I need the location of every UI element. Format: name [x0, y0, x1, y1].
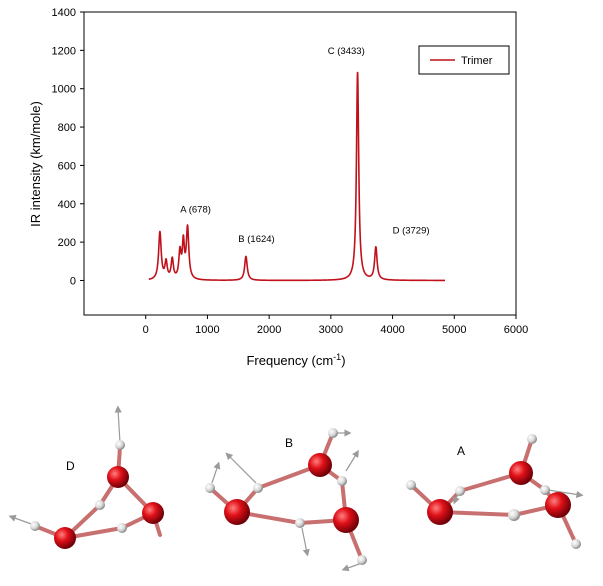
- plot-frame: [83, 11, 517, 316]
- molecule-label-d: D: [66, 459, 75, 473]
- legend-label: Trimer: [461, 55, 493, 67]
- x-tick-label: 5000: [442, 324, 466, 336]
- molecule-d: D: [8, 405, 164, 549]
- displacement-arrows-d: [8, 405, 122, 526]
- hydrogen-atom: [540, 485, 550, 495]
- x-tick-label: 4000: [380, 324, 404, 336]
- oxygen-atom: [509, 461, 533, 485]
- oxygen-atom: [545, 492, 571, 518]
- hydrogen-atom: [95, 500, 105, 510]
- peak-annotation: A (678): [180, 204, 211, 215]
- y-tick-label: 1400: [52, 7, 76, 19]
- molecule-label-b: B: [285, 436, 293, 450]
- oxygen-atom: [54, 527, 76, 549]
- x-axis-ticks: 0 1000 2000 3000 4000 5000 6000: [143, 315, 528, 336]
- bonds-d: [33, 445, 162, 540]
- x-tick-label: 3000: [319, 324, 343, 336]
- y-tick-label: 800: [58, 122, 76, 134]
- molecule-structures: D B: [8, 405, 584, 572]
- peak-annotation: B (1624): [238, 234, 274, 245]
- y-tick-label: 400: [58, 199, 76, 211]
- y-tick-label: 0: [70, 275, 76, 287]
- y-tick-label: 200: [58, 237, 76, 249]
- x-axis-label-main: Frequency (cm: [246, 353, 333, 368]
- hydrogen-atom: [328, 428, 338, 438]
- y-tick-label: 1200: [52, 45, 76, 57]
- legend: Trimer: [418, 45, 510, 75]
- y-axis-ticks: 0 200 400 600 800 1000 1200 1400: [52, 7, 84, 287]
- x-axis-label-sup: -1: [333, 352, 341, 362]
- x-tick-label: 0: [143, 324, 149, 336]
- peak-annotation: D (3729): [393, 225, 430, 236]
- x-tick-label: 2000: [257, 324, 281, 336]
- hydrogen-atom: [571, 539, 581, 549]
- hydrogen-atom: [455, 486, 465, 496]
- y-tick-label: 1000: [52, 84, 76, 96]
- y-axis-label: IR intensity (km/mole): [28, 101, 43, 227]
- x-tick-label: 6000: [504, 324, 528, 336]
- molecule-b: B: [205, 428, 367, 572]
- hydrogen-atom: [205, 483, 215, 493]
- oxygen-atom: [142, 502, 164, 524]
- bonds-a: [409, 437, 578, 546]
- oxygen-atom: [333, 507, 359, 533]
- y-tick-label: 600: [58, 160, 76, 172]
- ir-spectrum-chart: 0 1000 2000 3000 4000 5000 6000 0 200 400 600 800 1…: [28, 7, 528, 368]
- series-line-trimer: [148, 71, 446, 282]
- hydrogen-atom: [508, 509, 520, 521]
- hydrogen-atom: [30, 521, 40, 531]
- hydrogen-atom: [357, 555, 367, 565]
- peak-annotation: C (3433): [328, 46, 365, 57]
- oxygen-atom: [308, 453, 332, 477]
- bonds-b: [208, 431, 364, 562]
- peak-annotations: A (678) B (1624) C (3433) D (3729): [180, 46, 429, 245]
- x-axis-label-tail: ): [341, 353, 345, 368]
- molecule-label-a: A: [457, 444, 465, 458]
- hydrogen-atom: [253, 483, 263, 493]
- molecule-a: A: [406, 434, 584, 549]
- hydrogen-atom: [115, 440, 125, 450]
- hydrogen-atom: [117, 523, 127, 533]
- x-tick-label: 1000: [195, 324, 219, 336]
- oxygen-atom: [107, 466, 129, 488]
- hydrogen-atom: [527, 434, 537, 444]
- hydrogen-atom: [406, 480, 416, 490]
- x-axis-label: Frequency (cm-1): [246, 352, 345, 368]
- hydrogen-atom: [295, 518, 305, 528]
- oxygen-atom: [224, 499, 250, 525]
- oxygen-atom: [427, 499, 453, 525]
- hydrogen-atom: [337, 476, 347, 486]
